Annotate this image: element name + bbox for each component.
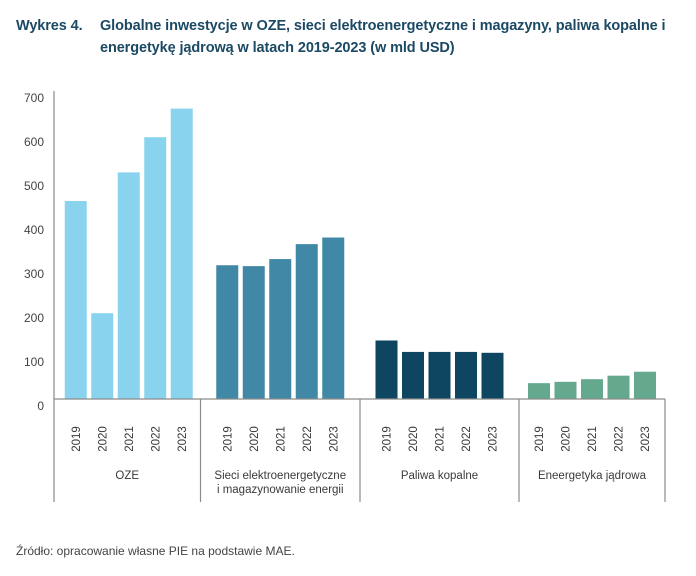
y-tick-label: 300 xyxy=(24,267,44,281)
bar-sieci-2022 xyxy=(295,244,318,399)
bar-paliwa-2021 xyxy=(428,351,451,399)
x-tick-label: 2023 xyxy=(328,426,340,452)
bar-oze-2021 xyxy=(117,172,140,399)
x-tick-label: 2022 xyxy=(614,426,626,452)
x-tick-label: 2019 xyxy=(71,426,83,452)
x-tick-label: 2020 xyxy=(249,426,261,452)
bar-eneergetyka-2021 xyxy=(581,379,603,399)
category-label: OZE xyxy=(115,470,139,482)
category-label: Paliwa kopalne xyxy=(401,470,478,482)
x-tick-label: 2023 xyxy=(488,426,500,452)
x-tick-label: 2020 xyxy=(408,426,420,452)
x-tick-label: 2020 xyxy=(97,426,109,452)
category-label: Eneergetyka jądrowa xyxy=(538,470,647,482)
bar-oze-2023 xyxy=(170,108,193,399)
source-note: Źródło: opracowanie własne PIE na podsta… xyxy=(16,544,295,558)
x-tick-label: 2020 xyxy=(561,426,573,452)
bar-eneergetyka-2022 xyxy=(607,375,630,399)
x-tick-label: 2021 xyxy=(275,426,287,452)
y-tick-label: 600 xyxy=(24,135,44,149)
bar-paliwa-2020 xyxy=(402,351,424,399)
bar-eneergetyka-2023 xyxy=(634,371,656,399)
x-tick-label: 2021 xyxy=(435,426,447,452)
bar-sieci-2021 xyxy=(269,259,292,399)
bar-paliwa-2022 xyxy=(455,351,477,399)
bar-paliwa-2019 xyxy=(375,340,398,399)
y-tick-label: 0 xyxy=(37,399,44,413)
x-tick-label: 2021 xyxy=(587,426,599,452)
bar-oze-2019 xyxy=(64,201,87,399)
y-tick-label: 700 xyxy=(24,91,44,105)
category-labels: OZE Sieci elektroenergetyczne i magazynowa… xyxy=(115,470,646,496)
x-tick-label: 2021 xyxy=(124,426,136,452)
category-label: i magazynowanie energii xyxy=(217,484,344,496)
bar-oze-2020 xyxy=(91,313,114,399)
bar-eneergetyka-2020 xyxy=(554,381,577,399)
bar-sieci-2020 xyxy=(242,266,265,399)
x-tick-label: 2022 xyxy=(302,426,314,452)
y-tick-label: 200 xyxy=(24,311,44,325)
y-tick-label: 400 xyxy=(24,223,44,237)
x-tick-label: 2019 xyxy=(382,426,394,452)
bar-sieci-2023 xyxy=(322,237,345,399)
y-axis-ticks: 0 100 200 300 400 500 600 700 xyxy=(24,91,44,413)
bar-eneergetyka-2019 xyxy=(528,383,550,399)
chart-title: Globalne inwestycje w OZE, sieci elektro… xyxy=(100,18,666,56)
y-tick-label: 100 xyxy=(24,355,44,369)
x-tick-label: 2023 xyxy=(640,426,652,452)
bars xyxy=(64,108,656,399)
figure-number: Wykres 4. xyxy=(16,18,83,34)
x-tick-label: 2019 xyxy=(222,426,234,452)
category-label: Sieci elektroenergetyczne xyxy=(214,470,346,482)
x-axis-ticks: 2019 2020 2021 2022 2023 2019 2020 2021 2022 2023… xyxy=(71,426,652,452)
x-tick-label: 2019 xyxy=(534,426,546,452)
y-tick-label: 500 xyxy=(24,179,44,193)
bar-sieci-2019 xyxy=(216,265,239,399)
bar-paliwa-2023 xyxy=(481,352,504,399)
x-tick-label: 2022 xyxy=(461,426,473,452)
x-tick-label: 2023 xyxy=(177,426,189,452)
bar-oze-2022 xyxy=(144,137,167,399)
axes xyxy=(53,91,666,502)
x-tick-label: 2022 xyxy=(150,426,162,452)
